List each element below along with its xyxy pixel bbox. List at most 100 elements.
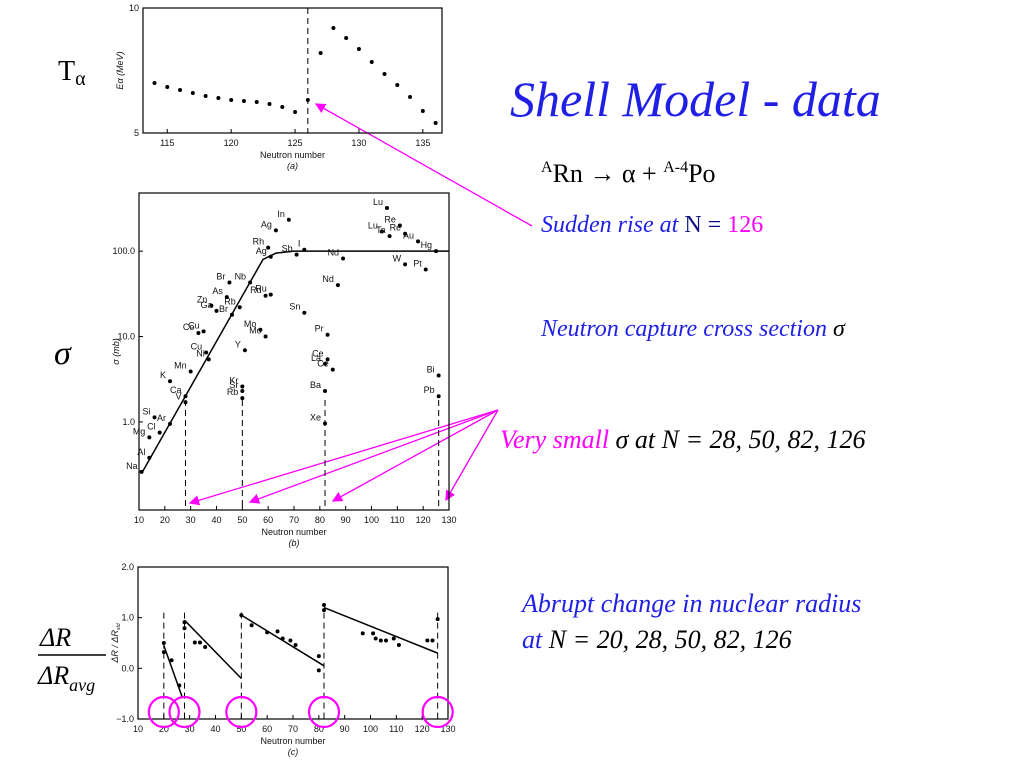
abrupt-rest: N = 20, 28, 50, 82, 126 bbox=[548, 625, 792, 654]
point bbox=[203, 94, 208, 98]
point-label: Ag bbox=[256, 246, 267, 256]
point bbox=[323, 389, 327, 394]
x-tick-label: 40 bbox=[210, 724, 220, 734]
point-label: K bbox=[160, 370, 166, 380]
point-label: Br bbox=[219, 304, 228, 314]
y-label-main: σ (mb) bbox=[111, 338, 121, 364]
point bbox=[322, 603, 326, 607]
point-label: Al bbox=[137, 447, 145, 457]
point-label: Pr bbox=[315, 324, 324, 334]
very-small: Very small σ at N = 28, 50, 82, 126 bbox=[500, 425, 866, 454]
point bbox=[249, 623, 254, 628]
point-label: Ag bbox=[261, 219, 272, 229]
y-tick-label: 100.0 bbox=[112, 246, 135, 256]
point bbox=[302, 247, 307, 252]
capture-text: Neutron capture cross section bbox=[540, 316, 833, 342]
point bbox=[434, 249, 439, 254]
point-label: Hg bbox=[421, 240, 433, 250]
point bbox=[403, 262, 408, 267]
point-label: Rb bbox=[224, 296, 236, 306]
point bbox=[293, 110, 298, 114]
mass: A bbox=[541, 159, 553, 176]
point bbox=[242, 348, 247, 353]
point bbox=[157, 430, 162, 435]
x-tick-label: 135 bbox=[415, 138, 430, 148]
point bbox=[286, 217, 291, 222]
point bbox=[323, 361, 327, 366]
fit-line bbox=[183, 619, 242, 679]
point-label: Sn bbox=[289, 302, 300, 312]
x-tick-label: 125 bbox=[288, 138, 303, 148]
point bbox=[240, 389, 245, 394]
point bbox=[294, 252, 299, 257]
x-tick-label: 60 bbox=[262, 724, 272, 734]
x-tick-label: 90 bbox=[340, 724, 350, 734]
point bbox=[241, 99, 246, 103]
point bbox=[420, 109, 425, 113]
point bbox=[182, 620, 187, 625]
point bbox=[430, 638, 435, 643]
point bbox=[192, 640, 197, 645]
den-main: ΔR bbox=[37, 661, 69, 690]
point-label: In bbox=[277, 209, 285, 219]
point bbox=[360, 631, 365, 636]
x-tick-label: 110 bbox=[390, 515, 404, 525]
point bbox=[214, 308, 219, 313]
caption: (b) bbox=[289, 538, 300, 548]
point-label: Rh bbox=[253, 237, 265, 247]
point bbox=[318, 51, 323, 55]
point bbox=[190, 91, 195, 95]
magic-circle bbox=[168, 695, 201, 729]
point bbox=[288, 638, 293, 643]
point bbox=[341, 256, 346, 261]
point bbox=[379, 229, 384, 234]
point-label: Re bbox=[390, 223, 402, 233]
point-label: W bbox=[393, 253, 402, 263]
chart: 115 120 125 130 135 5 10 Neutron number(a) Eα (M… bbox=[115, 3, 443, 171]
point-label: Au bbox=[403, 230, 414, 240]
slide-title: Shell Model - data bbox=[510, 71, 881, 127]
point bbox=[436, 373, 441, 378]
x-tick-label: 70 bbox=[288, 724, 298, 734]
magic-circle bbox=[225, 695, 258, 729]
magic-circle bbox=[421, 695, 454, 729]
point bbox=[169, 658, 174, 663]
arrow bbox=[331, 409, 499, 502]
point bbox=[209, 303, 214, 308]
chart: 10 20 30 40 50 60 70 80 90 100 110 120 130 1.0 10.0 100… bbox=[111, 192, 457, 548]
point-label: Nb bbox=[235, 271, 247, 281]
point bbox=[384, 638, 388, 643]
point-label: Ca bbox=[170, 385, 182, 395]
point-label: Ru bbox=[255, 284, 267, 294]
sudden-text: Sudden rise at bbox=[541, 212, 684, 238]
point bbox=[382, 72, 387, 76]
point bbox=[258, 327, 263, 332]
small-text: Very small bbox=[500, 425, 616, 454]
point-label: Mo bbox=[249, 326, 262, 336]
y-tick-label: 0.0 bbox=[121, 663, 134, 673]
point bbox=[239, 613, 244, 618]
point bbox=[152, 415, 157, 420]
x-tick-label: 115 bbox=[160, 138, 174, 148]
t-label: Tα bbox=[58, 56, 86, 90]
point bbox=[280, 636, 285, 641]
point-label: Mn bbox=[174, 360, 187, 370]
plot-frame bbox=[142, 7, 443, 134]
point bbox=[316, 668, 321, 673]
point bbox=[206, 357, 211, 362]
t-main: T bbox=[58, 56, 75, 87]
point bbox=[161, 650, 166, 655]
point bbox=[266, 245, 271, 250]
point bbox=[335, 283, 340, 288]
point-label: Lu bbox=[368, 220, 378, 230]
x-tick-label: 70 bbox=[289, 515, 299, 525]
arrow bbox=[445, 409, 499, 502]
x-tick-label: 60 bbox=[263, 515, 273, 525]
point bbox=[344, 36, 349, 40]
parent: Rn → α + bbox=[553, 159, 664, 188]
point bbox=[371, 631, 376, 636]
fit-line bbox=[240, 614, 325, 667]
arrow bbox=[248, 409, 499, 504]
point bbox=[373, 636, 378, 641]
x-tick-label: 30 bbox=[186, 515, 196, 525]
